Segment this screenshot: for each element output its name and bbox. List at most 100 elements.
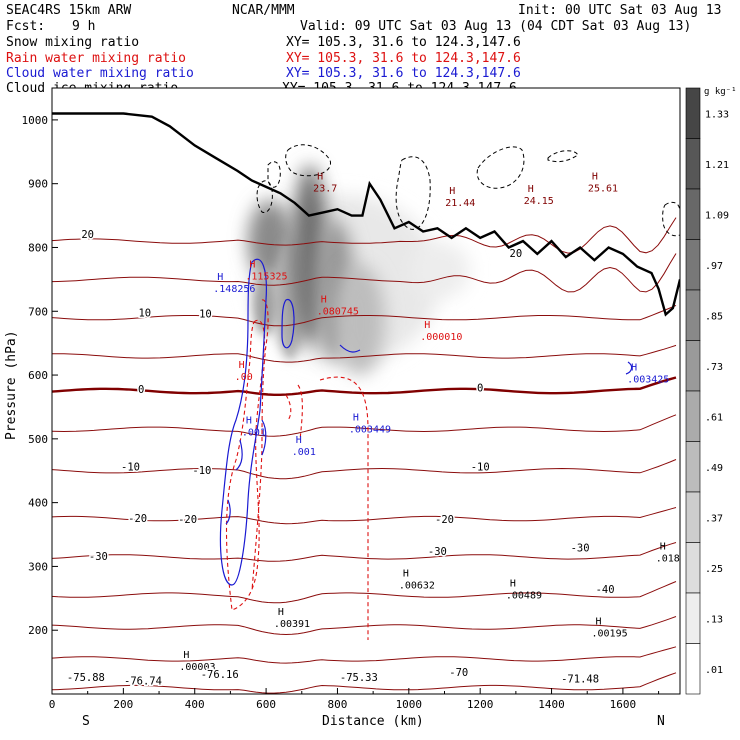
- x-tick-label: 200: [113, 698, 133, 711]
- field-snow-xy: XY= 105.3, 31.6 to 124.3,147.6: [286, 35, 521, 50]
- plot-frame: [51, 87, 681, 695]
- extremum-marker: H: [183, 650, 189, 661]
- snow-contour-2: [395, 156, 431, 230]
- extremum-marker: H: [246, 416, 252, 427]
- y-tick-label: 900: [28, 178, 48, 191]
- contour-label: -76.16: [201, 669, 239, 681]
- snow-contour-6: [256, 180, 273, 214]
- snow-contour-5: [662, 201, 680, 237]
- colorbar: 1.33 1.21 1.09 .97 .85 .73 .61 .49 .37 .25 .13 .01: [685, 87, 729, 695]
- extremum-value: .001: [292, 447, 316, 458]
- contour-label: -30: [428, 546, 447, 558]
- x-tick-label: 1200: [467, 698, 494, 711]
- x-tick-label: 800: [328, 698, 348, 711]
- colorbar-label: 1.33: [705, 109, 729, 120]
- rain-contour-2: [251, 299, 269, 591]
- colorbar-label: .13: [705, 614, 723, 625]
- extremum-value: 21.44: [445, 198, 475, 209]
- x-tick-label: 1600: [610, 698, 637, 711]
- x-tick-label: 1000: [396, 698, 423, 711]
- colorbar-label: .73: [705, 362, 723, 373]
- extremum-marker: H: [217, 272, 223, 283]
- colorbar-label: .37: [705, 513, 723, 524]
- rain-contours: [225, 299, 369, 640]
- colorbar-label: .61: [705, 412, 723, 423]
- extremum-value: .0181: [656, 553, 686, 564]
- colorbar-swatch: [685, 643, 701, 695]
- rain-contour-5: [285, 394, 292, 421]
- colorbar-label: .25: [705, 564, 723, 575]
- contour-label: -40: [596, 584, 615, 596]
- x-axis-ticks: 0 200 400 600 800 1000 1200 1400 1600: [49, 688, 660, 711]
- extremum-value: .115325: [245, 271, 287, 282]
- x-tick-label: 400: [185, 698, 205, 711]
- temperature-contour-line: [52, 542, 677, 562]
- colorbar-swatch: [685, 239, 701, 291]
- x-tick-label: 600: [256, 698, 276, 711]
- extremum-value: .00489: [506, 590, 542, 601]
- extremum-marker: H: [353, 412, 359, 423]
- extremum-value: .00391: [274, 619, 310, 630]
- contour-label: -10: [121, 462, 140, 474]
- y-tick-label: 500: [28, 433, 48, 446]
- colorbar-label: .85: [705, 311, 723, 322]
- model-title: SEAC4RS 15km ARW: [6, 3, 131, 18]
- y-tick-label: 1000: [22, 114, 49, 127]
- extremum-marker: H: [317, 171, 323, 182]
- contour-label: -75.88: [67, 672, 105, 684]
- extremum-marker: H: [321, 294, 327, 305]
- snow-contour-7: [267, 161, 281, 188]
- temperature-contour-line: [52, 616, 677, 636]
- contour-label: 0: [477, 383, 483, 395]
- contour-label: -30: [89, 551, 108, 563]
- temperature-contour-line: [52, 344, 677, 363]
- fcst-value: 9 h: [72, 19, 95, 34]
- y-tick-label: 200: [28, 624, 48, 637]
- extremum-value: .080745: [317, 306, 359, 317]
- cloudwater-contour-7: [625, 361, 633, 375]
- colorbar-label: .49: [705, 463, 723, 474]
- temperature-contour-line: [52, 646, 677, 664]
- rain-contour-3: [297, 384, 303, 441]
- colorbar-label: .01: [705, 665, 723, 676]
- extremum-marker: H: [592, 171, 598, 182]
- extremum-marker: H: [510, 578, 516, 589]
- cloudwater-contour-6: [339, 344, 361, 353]
- y-tick-label: 400: [28, 497, 48, 510]
- contour-label: 10: [199, 309, 212, 321]
- contour-label: -30: [571, 543, 590, 555]
- init-label: Init: 00 UTC Sat 03 Aug 13: [518, 3, 722, 18]
- x-tick-label: 0: [49, 698, 56, 711]
- temperature-contour-line: [52, 507, 677, 525]
- contour-label: -71.48: [561, 674, 599, 686]
- extremum-value: 23.7: [313, 183, 337, 194]
- rain-contour-4: [319, 376, 369, 640]
- temperature-contour-line: [52, 459, 677, 480]
- colorbar-swatch: [685, 188, 701, 240]
- center-label: NCAR/MMM: [232, 3, 295, 18]
- y-tick-label: 600: [28, 369, 48, 382]
- field-snow-name: Snow mixing ratio: [6, 35, 139, 50]
- extremum-value: .003425: [627, 375, 669, 386]
- colorbar-swatch: [685, 87, 701, 139]
- contour-label: -10: [192, 465, 211, 477]
- extremum-marker: H: [424, 320, 430, 331]
- colorbar-swatch: [685, 289, 701, 341]
- colorbar-swatch: [685, 138, 701, 190]
- north-label: N: [657, 714, 665, 729]
- temperature-contour-line: [52, 581, 677, 604]
- cloudwater-contour-2: [281, 299, 295, 349]
- x-axis-label: Distance (km): [322, 714, 424, 729]
- extremum-value: 24.15: [524, 196, 554, 207]
- fcst-label: Fcst:: [6, 19, 45, 34]
- y-tick-label: 300: [28, 560, 48, 573]
- snow-contour-3: [476, 146, 525, 189]
- temperature-contour-line: [52, 672, 677, 694]
- extremum-marker: H: [249, 259, 255, 270]
- field-cloudwater-name: Cloud water mixing ratio: [6, 66, 194, 81]
- temperature-contour-line: [52, 304, 677, 327]
- contour-label: -20: [435, 514, 454, 526]
- colorbar-swatch: [685, 340, 701, 392]
- contour-label: 20: [81, 229, 94, 241]
